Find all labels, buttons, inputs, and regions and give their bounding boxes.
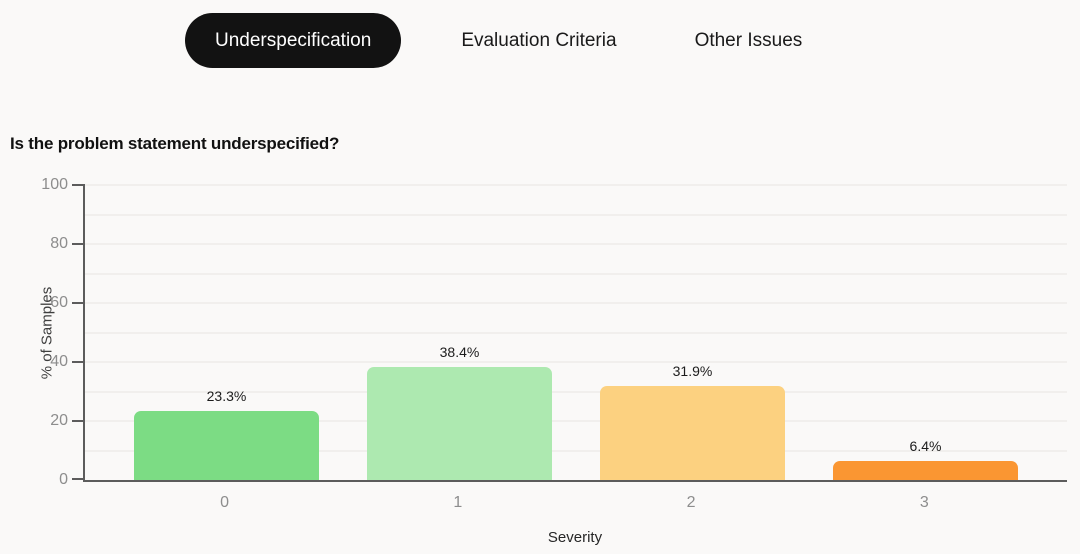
gridline [85,361,1067,363]
bar-severity-1[interactable] [367,366,552,480]
y-tick-label: 20 [50,412,68,429]
tab-underspecification[interactable]: Underspecification [185,13,402,68]
gridline [85,390,1067,393]
y-tick-label: 0 [59,471,68,488]
gridline [85,243,1067,245]
bar-value-label: 23.3% [206,388,247,405]
y-tick-label: 60 [50,294,68,311]
gridline [85,420,1067,422]
y-tick-mark [72,361,85,363]
x-axis-tick-labels: 0 1 2 3 [108,494,1041,512]
x-tick-label: 2 [686,494,696,511]
gridline [85,449,1067,452]
bar-value-label: 6.4% [909,438,942,455]
gridline [85,213,1067,216]
plot-area: 23.3% 38.4% 31.9% 6.4% [72,184,1067,482]
tab-other-issues[interactable]: Other Issues [677,13,821,68]
y-tick-label: 100 [41,176,68,193]
y-tick-label: 40 [50,353,68,370]
bar-value-label: 38.4% [439,343,480,360]
bar-severity-3[interactable] [833,461,1018,480]
x-tick-label: 3 [919,494,929,511]
bar-value-label: 31.9% [672,362,713,379]
x-axis-label: Severity [547,529,603,546]
tab-evaluation-criteria[interactable]: Evaluation Criteria [443,13,634,68]
bars-container: 23.3% 38.4% 31.9% 6.4% [110,185,1042,480]
y-tick-label: 80 [50,235,68,252]
gridline [85,331,1067,334]
y-tick-mark [72,478,85,480]
x-tick-label: 0 [220,494,230,511]
tab-bar: Underspecification Evaluation Criteria O… [185,13,820,68]
bar-severity-0[interactable] [134,411,319,480]
gridline [85,184,1067,186]
gridline [85,302,1067,304]
bar-severity-2[interactable] [600,385,785,480]
y-tick-mark [72,243,85,245]
category-slice: 6.4% [809,185,1042,480]
category-slice: 38.4% [343,185,576,480]
y-tick-mark [72,302,85,304]
category-slice: 23.3% [110,185,343,480]
category-slice: 31.9% [576,185,809,480]
y-axis-tick-labels: 0 20 40 60 80 100 [0,177,68,488]
gridline [85,272,1067,275]
chart-title: Is the problem statement underspecified? [10,134,340,153]
y-tick-mark [72,420,85,422]
y-tick-mark [72,184,85,186]
x-tick-label: 1 [453,494,463,511]
